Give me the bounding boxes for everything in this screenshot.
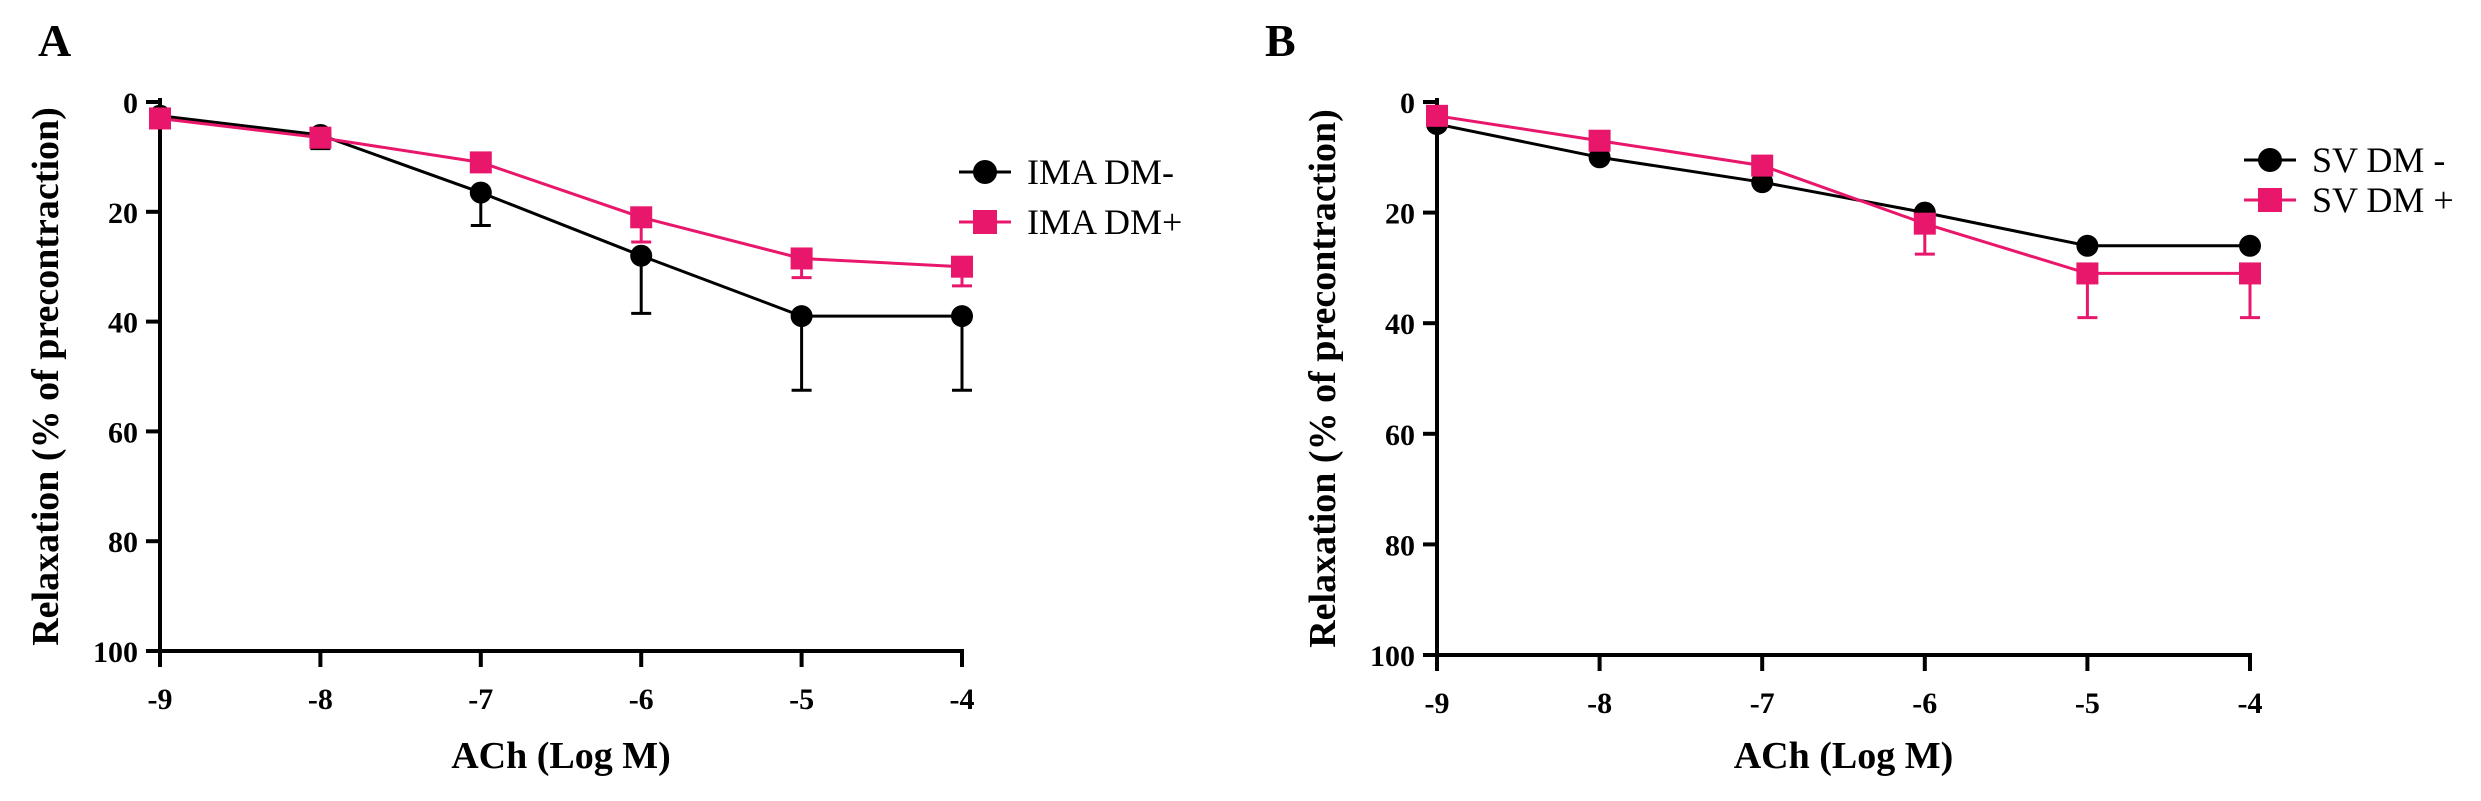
series-line <box>1436 114 2250 275</box>
series-line <box>159 116 963 269</box>
data-point <box>951 305 973 328</box>
data-point <box>2076 234 2099 257</box>
y-tick-label: 0 <box>1400 87 1415 120</box>
y-tick-label: 20 <box>1385 198 1415 231</box>
data-point <box>951 255 973 278</box>
y-tick-label: 40 <box>108 307 138 340</box>
y-tick-label: 40 <box>1385 308 1415 341</box>
data-point <box>309 126 332 149</box>
series-ima-dm <box>149 107 973 288</box>
y-axis-title: Relaxation (% of precontraction) <box>1302 109 1344 648</box>
x-tick-label: -7 <box>468 683 493 716</box>
data-point <box>1588 129 1611 152</box>
legend-label: SV DM + <box>2312 180 2454 220</box>
series-line <box>1436 122 2250 248</box>
panel-label: A <box>38 15 71 66</box>
legend-label: SV DM - <box>2312 140 2445 180</box>
y-tick-label: 60 <box>1385 419 1415 452</box>
legend-label: IMA DM- <box>1027 152 1174 192</box>
legend-marker <box>973 210 997 234</box>
y-tick-label: 100 <box>93 636 138 669</box>
chart-panel-b: B 0 20 40 60 80 100 -9 -8 -7 -6 -5 -4 ACh (Log M) Rela… <box>1265 15 2454 777</box>
x-axis-title: ACh (Log M) <box>1734 735 1954 777</box>
data-point <box>2239 262 2261 285</box>
x-tick-label: -6 <box>1912 687 1937 720</box>
legend-marker <box>2258 148 2282 172</box>
data-point <box>469 151 492 174</box>
legend-marker <box>2258 188 2282 212</box>
x-tick-label: -8 <box>308 683 333 716</box>
legend-label: IMA DM+ <box>1027 202 1182 242</box>
x-tick-label: -7 <box>1750 687 1775 720</box>
y-tick-label: 60 <box>108 416 138 449</box>
x-tick-label: -6 <box>629 683 654 716</box>
panel-label: B <box>1265 15 1296 66</box>
data-point <box>2076 262 2099 285</box>
data-point <box>1751 154 1774 177</box>
data-point <box>469 181 492 204</box>
data-point <box>630 244 653 267</box>
data-point <box>1426 104 1448 127</box>
data-point <box>630 206 653 229</box>
x-tick-label: -9 <box>1425 687 1450 720</box>
data-point <box>790 247 813 270</box>
y-tick-label: 80 <box>1385 529 1415 562</box>
data-point <box>1588 146 1611 169</box>
chart-panel-a: A 0 20 40 60 80 100 -9 -8 -7 -6 -5 -4 ACh (Log M) Rela… <box>25 15 1182 777</box>
series-line <box>159 114 962 318</box>
legend-marker <box>973 160 997 184</box>
series-ima-dm <box>149 104 973 392</box>
x-tick-label: -9 <box>148 683 173 716</box>
data-point <box>1751 171 1774 194</box>
y-tick-label: 80 <box>108 526 138 559</box>
data-point <box>2239 234 2261 257</box>
series-sv-dm <box>1426 104 2261 320</box>
x-tick-label: -4 <box>950 683 975 716</box>
x-tick-label: -4 <box>2238 687 2263 720</box>
y-tick-label: 0 <box>123 87 138 120</box>
y-axis-title: Relaxation (% of precontraction) <box>25 107 67 646</box>
data-point <box>790 305 813 328</box>
x-axis-title: ACh (Log M) <box>451 735 671 777</box>
data-point <box>1913 212 1936 235</box>
x-tick-label: -5 <box>789 683 814 716</box>
x-tick-label: -5 <box>2075 687 2100 720</box>
y-tick-label: 100 <box>1370 640 1415 673</box>
data-point <box>149 107 171 130</box>
x-tick-label: -8 <box>1587 687 1612 720</box>
y-tick-label: 20 <box>108 197 138 230</box>
